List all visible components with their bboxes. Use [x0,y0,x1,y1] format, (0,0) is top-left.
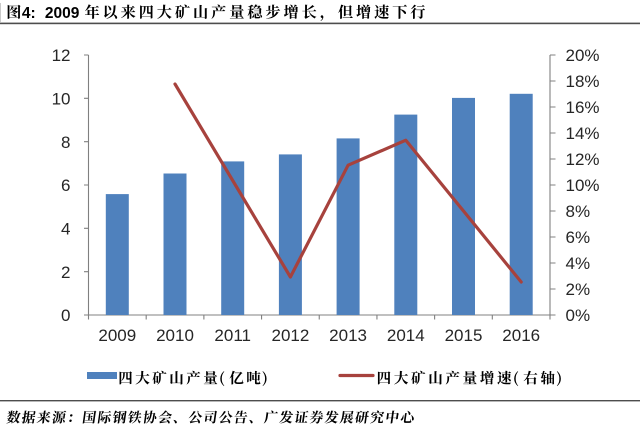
svg-text:0%: 0% [566,306,591,325]
svg-text:16%: 16% [566,98,600,117]
svg-text:2016: 2016 [502,326,540,345]
svg-text:18%: 18% [566,72,600,91]
svg-text:2009: 2009 [45,5,80,22]
svg-text:8: 8 [61,133,70,152]
svg-text:0: 0 [61,306,70,325]
svg-text:4:: 4: [22,5,36,22]
svg-text:12%: 12% [566,150,600,169]
svg-text:2: 2 [61,263,70,282]
svg-text:2%: 2% [566,280,591,299]
svg-text:2013: 2013 [329,326,367,345]
svg-text:6: 6 [61,176,70,195]
svg-text:2015: 2015 [445,326,483,345]
svg-text:2012: 2012 [271,326,309,345]
svg-text:12: 12 [52,46,71,65]
svg-text:2011: 2011 [214,326,251,345]
svg-text:10%: 10% [566,176,600,195]
svg-text:4: 4 [61,219,70,238]
svg-text:8%: 8% [566,202,591,221]
svg-text:6%: 6% [566,228,591,247]
svg-text:20%: 20% [566,46,600,65]
svg-text:14%: 14% [566,124,600,143]
svg-text:4%: 4% [566,254,591,273]
svg-text:10: 10 [52,89,71,108]
svg-text:2010: 2010 [156,326,194,345]
svg-text:2009: 2009 [98,326,136,345]
svg-text:2014: 2014 [387,326,425,345]
